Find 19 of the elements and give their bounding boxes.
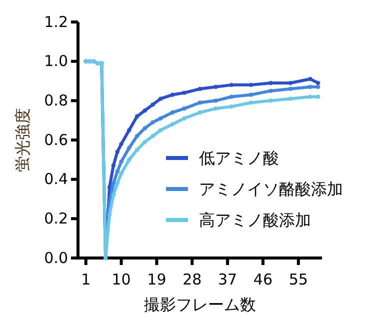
x-tick-label: 10 <box>112 270 131 288</box>
x-axis-title: 撮影フレーム数 <box>144 295 256 314</box>
x-tick-label: 37 <box>218 270 238 288</box>
y-axis-title: 蛍光強度 <box>13 108 32 172</box>
x-tick-label: 1 <box>81 270 91 288</box>
y-tick-label: 0.6 <box>44 130 68 149</box>
legend-label: 高アミノ酸添加 <box>199 210 311 230</box>
legend-label: アミノイソ酪酸添加 <box>199 180 343 199</box>
x-tick-label: 55 <box>288 270 308 288</box>
y-tick-label: 1.2 <box>44 12 68 31</box>
y-tick-label: 0.2 <box>44 209 68 228</box>
y-tick-label: 0.0 <box>44 248 68 267</box>
x-tick-label: 28 <box>182 270 202 288</box>
y-tick-label: 0.4 <box>44 170 68 188</box>
x-tick-label: 46 <box>253 270 273 288</box>
y-tick-label: 1.0 <box>44 52 68 70</box>
y-tick-label: 0.8 <box>44 91 68 110</box>
x-tick-label: 19 <box>147 270 166 288</box>
legend-label: 低アミノ酸 <box>199 148 279 168</box>
